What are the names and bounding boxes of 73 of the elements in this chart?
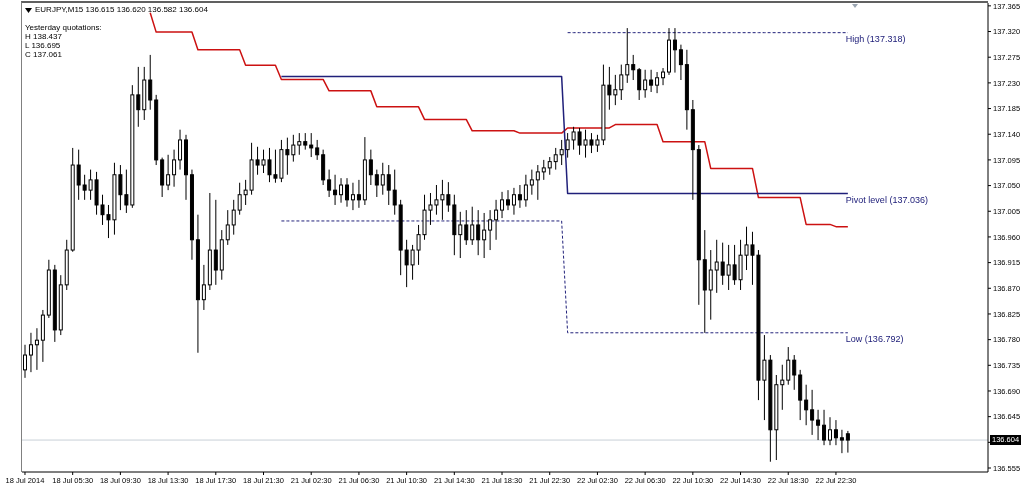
candlestick: [637, 67, 642, 101]
candlestick: [458, 211, 463, 259]
candlestick: [804, 384, 809, 426]
candlestick: [482, 212, 487, 259]
series-label: High (137.318): [845, 33, 906, 44]
candlestick: [333, 174, 338, 206]
candlestick: [708, 249, 713, 321]
candlestick: [231, 199, 236, 236]
candlestick: [392, 169, 397, 216]
candlestick: [386, 164, 391, 206]
candlestick: [28, 332, 33, 373]
candlestick: [327, 169, 332, 198]
candlestick: [839, 429, 844, 454]
candlestick: [34, 327, 39, 371]
candlestick: [374, 169, 379, 198]
candlestick: [816, 409, 821, 441]
candlestick: [822, 409, 827, 446]
candlestick: [178, 129, 183, 171]
candlestick: [297, 132, 302, 156]
candlestick: [476, 209, 481, 256]
candlestick: [828, 416, 832, 446]
candlestick: [23, 344, 27, 379]
candlestick: [368, 149, 373, 186]
candlestick: [845, 430, 850, 454]
annotation: Yesterday quotations:: [25, 23, 102, 32]
candlestick: [356, 179, 361, 209]
candlestick: [833, 419, 838, 446]
candlestick: [523, 174, 528, 208]
candlestick: [380, 162, 385, 196]
candlestick: [488, 209, 493, 251]
candlestick: [619, 64, 624, 101]
candlestick: [649, 69, 654, 93]
candlestick: [339, 177, 344, 204]
candlestick: [655, 71, 660, 94]
candlestick: [529, 169, 534, 196]
candlestick: [494, 199, 499, 241]
candlestick: [678, 44, 683, 81]
series-label: Low (136.792): [845, 333, 904, 344]
annotation: L 136.695: [25, 41, 61, 50]
candlestick: [464, 209, 469, 246]
candlestick: [810, 389, 815, 436]
series-label: Pivot level (137.036): [845, 194, 928, 205]
candlestick: [786, 346, 791, 386]
candlestick: [172, 149, 177, 188]
candlestick: [506, 189, 510, 211]
candlestick: [780, 364, 785, 411]
candlestick: [672, 27, 677, 74]
candlestick: [148, 54, 153, 111]
annotation: C 137.061: [25, 50, 62, 59]
candlestick: [470, 206, 475, 246]
candlestick: [535, 164, 540, 201]
candlestick: [517, 184, 522, 209]
candlestick: [541, 159, 546, 181]
candlestick: [792, 354, 797, 391]
candlestick: [201, 264, 206, 311]
candlestick: [553, 147, 558, 171]
candlestick: [661, 67, 666, 86]
candlestick: [166, 154, 171, 191]
candlestick: [625, 27, 630, 84]
candlestick: [136, 66, 141, 128]
annotation: H 138.437: [25, 32, 62, 41]
candlestick: [500, 191, 505, 219]
chart-title: EURJPY,M15 136.615 136.620 136.582 136.604: [35, 5, 208, 14]
candlestick: [309, 132, 314, 158]
candlestick: [714, 239, 719, 294]
candlestick: [511, 187, 516, 216]
candlestick: [350, 182, 355, 211]
candlestick: [643, 69, 648, 99]
candlestick: [213, 199, 218, 286]
candlestick: [631, 54, 636, 81]
candlestick: [225, 209, 230, 246]
candlestick: [315, 139, 320, 161]
candlestick: [345, 177, 349, 208]
